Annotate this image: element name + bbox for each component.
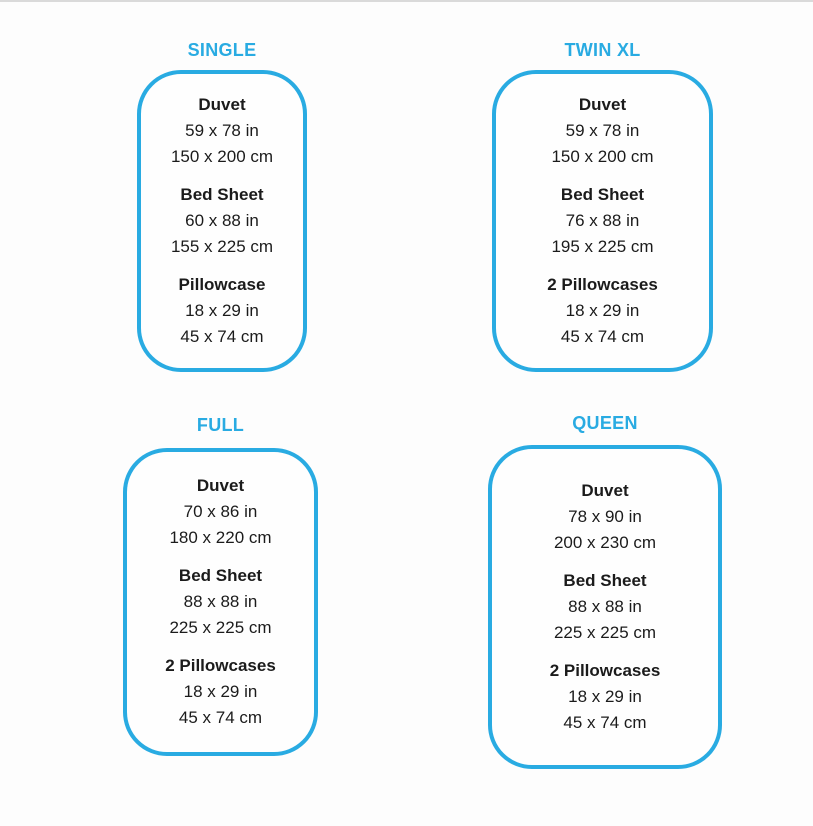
spec-section-bed-sheet: Bed Sheet 60 x 88 in 155 x 225 cm [171,182,273,260]
spec-label: Bed Sheet [560,185,645,204]
spec-section-duvet: Duvet 70 x 86 in 180 x 220 cm [169,473,271,551]
card-title: SINGLE [187,40,257,60]
spec-section-bed-sheet: Bed Sheet 88 x 88 in 225 x 225 cm [554,568,656,646]
card-twin-xl: TWIN XL Duvet 59 x 78 in 150 x 200 cm Be… [492,40,713,372]
spec-cm: 200 x 230 cm [553,533,657,552]
card-box: Duvet 70 x 86 in 180 x 220 cm Bed Sheet … [123,448,318,756]
spec-inches: 70 x 86 in [183,502,258,521]
spec-label: 2 Pillowcases [549,661,661,680]
spec-label: Bed Sheet [180,185,264,204]
card-box: Duvet 78 x 90 in 200 x 230 cm Bed Sheet … [488,445,722,769]
spec-cm: 45 x 74 cm [560,327,645,346]
card-box: Duvet 59 x 78 in 150 x 200 cm Bed Sheet … [492,70,713,372]
spec-cm: 45 x 74 cm [178,708,263,727]
spec-section-duvet: Duvet 59 x 78 in 150 x 200 cm [171,92,273,170]
spec-cm: 180 x 220 cm [169,528,272,547]
spec-label: 2 Pillowcases [165,656,276,675]
spec-section-bed-sheet: Bed Sheet 88 x 88 in 225 x 225 cm [169,563,271,641]
spec-cm: 225 x 225 cm [169,618,272,637]
spec-label: Duvet [578,95,627,114]
spec-inches: 88 x 88 in [183,592,258,611]
spec-section-pillowcase: Pillowcase 18 x 29 in 45 x 74 cm [179,272,266,350]
spec-cm: 155 x 225 cm [170,237,274,256]
spec-inches: 59 x 78 in [185,121,259,140]
spec-cm: 45 x 74 cm [180,327,264,346]
spec-section-pillowcases: 2 Pillowcases 18 x 29 in 45 x 74 cm [165,653,276,731]
spec-section-duvet: Duvet 59 x 78 in 150 x 200 cm [551,92,653,170]
spec-section-pillowcases: 2 Pillowcases 18 x 29 in 45 x 74 cm [550,658,661,736]
card-single: SINGLE Duvet 59 x 78 in 150 x 200 cm Bed… [137,40,307,372]
card-full: FULL Duvet 70 x 86 in 180 x 220 cm Bed S… [123,415,318,756]
spec-label: Duvet [196,476,245,495]
spec-cm: 150 x 200 cm [170,147,274,166]
spec-inches: 60 x 88 in [185,211,259,230]
spec-label: 2 Pillowcases [547,275,658,294]
card-queen: QUEEN Duvet 78 x 90 in 200 x 230 cm Bed … [488,413,722,769]
spec-cm: 45 x 74 cm [563,713,647,732]
spec-inches: 18 x 29 in [185,301,259,320]
spec-inches: 78 x 90 in [568,507,642,526]
card-title: QUEEN [572,413,638,433]
card-title: TWIN XL [564,40,641,60]
spec-inches: 18 x 29 in [565,301,640,320]
spec-section-bed-sheet: Bed Sheet 76 x 88 in 195 x 225 cm [551,182,653,260]
spec-inches: 88 x 88 in [568,597,642,616]
card-title: FULL [196,415,245,435]
spec-cm: 225 x 225 cm [553,623,657,642]
spec-cm: 195 x 225 cm [551,237,654,256]
spec-inches: 76 x 88 in [565,211,640,230]
spec-label: Bed Sheet [178,566,263,585]
spec-inches: 18 x 29 in [568,687,642,706]
spec-cm: 150 x 200 cm [551,147,654,166]
card-box: Duvet 59 x 78 in 150 x 200 cm Bed Sheet … [137,70,307,372]
spec-label: Duvet [581,481,629,500]
spec-inches: 59 x 78 in [565,121,640,140]
spec-label: Pillowcase [178,275,266,294]
spec-section-duvet: Duvet 78 x 90 in 200 x 230 cm [554,478,656,556]
spec-label: Duvet [198,95,246,114]
spec-inches: 18 x 29 in [183,682,258,701]
spec-section-pillowcases: 2 Pillowcases 18 x 29 in 45 x 74 cm [547,272,658,350]
spec-label: Bed Sheet [563,571,647,590]
